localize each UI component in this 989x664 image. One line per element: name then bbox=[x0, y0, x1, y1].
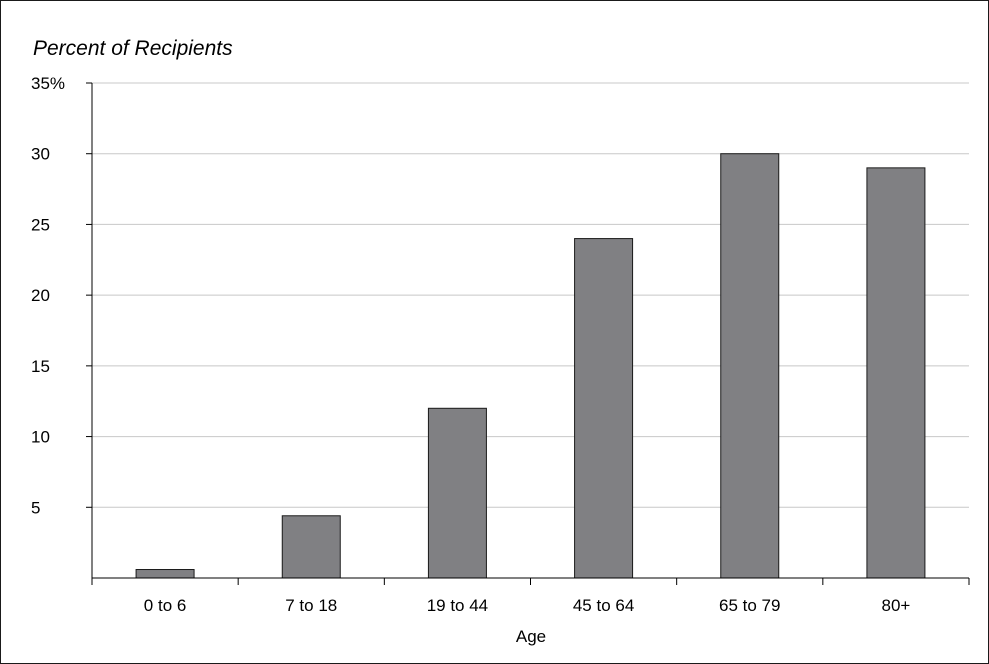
x-tick-label-3: 45 to 64 bbox=[573, 596, 634, 615]
bars bbox=[135, 153, 926, 579]
y-tick-label-30: 30 bbox=[31, 145, 50, 164]
x-tick-label-0: 0 to 6 bbox=[144, 596, 187, 615]
x-tick-label-2: 19 to 44 bbox=[427, 596, 488, 615]
x-axis-title: Age bbox=[516, 627, 546, 646]
y-tick-label-20: 20 bbox=[31, 286, 50, 305]
gridlines bbox=[92, 82, 969, 508]
y-tick-label-25: 25 bbox=[31, 215, 50, 234]
x-tick-label-4: 65 to 79 bbox=[719, 596, 780, 615]
y-tick-label-35: 35% bbox=[31, 74, 65, 93]
x-tick-label-1: 7 to 18 bbox=[285, 596, 337, 615]
y-tick-label-10: 10 bbox=[31, 428, 50, 447]
bar-0-to-6 bbox=[135, 569, 195, 579]
y-tick-label-5: 5 bbox=[31, 498, 40, 517]
bar-65-to-79 bbox=[720, 153, 780, 579]
labels: 5 10 15 20 25 30 35% 0 to 6 7 to 18 19 to 44 45 to… bbox=[31, 74, 910, 615]
chart-title: Percent of Recipients bbox=[33, 37, 233, 60]
x-tick-label-5: 80+ bbox=[881, 596, 910, 615]
bar-19-to-44 bbox=[427, 407, 487, 579]
y-tick-label-15: 15 bbox=[31, 357, 50, 376]
axes bbox=[86, 82, 970, 585]
bar-7-to-18 bbox=[281, 515, 341, 579]
bar-45-to-64 bbox=[574, 238, 634, 579]
bar-80- bbox=[866, 167, 926, 579]
